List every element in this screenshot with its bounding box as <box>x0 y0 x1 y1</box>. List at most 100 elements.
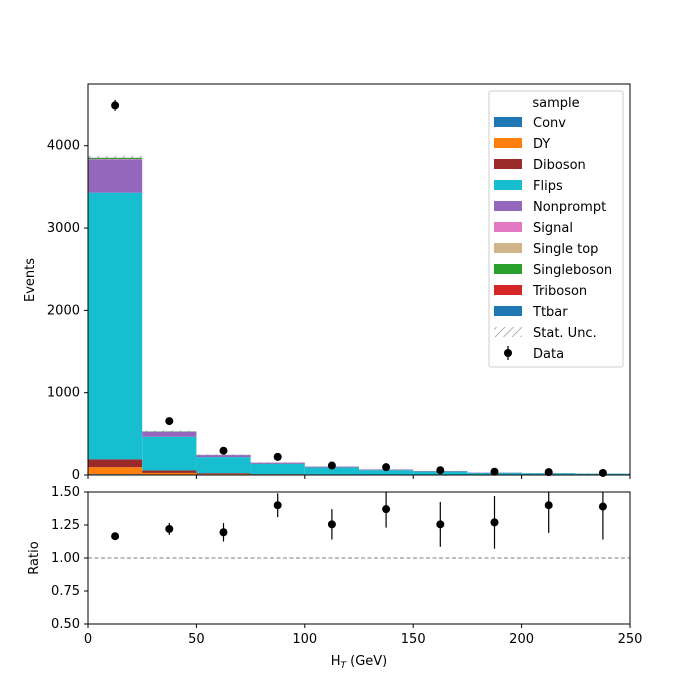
legend-label: Ttbar <box>532 305 568 320</box>
legend-swatch <box>494 285 522 295</box>
y-tick-label: 4000 <box>47 139 80 154</box>
bar-segment <box>142 436 197 471</box>
x-tick-label: 50 <box>188 632 205 647</box>
ratio-point <box>273 501 282 510</box>
legend-entry: Ttbar <box>494 305 568 320</box>
legend-swatch <box>494 138 522 148</box>
bar-segment <box>142 470 197 473</box>
x-tick-label: 250 <box>618 632 643 647</box>
ratio-y-tick-label: 1.00 <box>51 551 80 566</box>
ratio-y-ticks: 0.50 0.75 1.00 1.25 1.50 <box>51 485 88 632</box>
legend-label: DY <box>533 137 550 152</box>
main-plot: 0 1000 2000 3000 4000 Events <box>23 83 631 483</box>
legend-swatch <box>494 264 522 274</box>
data-points <box>111 99 607 477</box>
bar-segment <box>196 473 251 475</box>
data-point <box>111 101 120 110</box>
ratio-point <box>165 524 174 533</box>
bar-segment <box>196 457 251 474</box>
legend-entry: DY <box>494 137 550 152</box>
ratio-point <box>327 520 336 529</box>
data-point <box>382 463 391 472</box>
legend-label: Nonprompt <box>533 200 606 215</box>
legend-entry: Nonprompt <box>494 200 606 215</box>
legend-swatch <box>494 306 522 316</box>
stat-unc-bin <box>250 462 305 464</box>
stat-unc-bin <box>196 454 251 456</box>
legend-swatch <box>494 222 522 232</box>
data-point <box>544 468 553 477</box>
bar-segment <box>142 472 197 475</box>
main-x-ticks <box>87 475 631 479</box>
legend-swatch <box>494 201 522 211</box>
bar-segment <box>250 463 305 475</box>
legend-swatch <box>494 243 522 253</box>
bar-segment <box>359 470 414 475</box>
y-tick-label: 1000 <box>47 386 80 401</box>
y-axis-label: Events <box>23 258 38 302</box>
legend-label: Single top <box>533 242 598 257</box>
x-tick-label: 100 <box>292 632 317 647</box>
legend-entry: Single top <box>494 242 598 257</box>
legend-entry: Data <box>504 346 564 362</box>
ratio-point <box>219 528 228 537</box>
bar-segment <box>142 431 197 437</box>
ratio-point <box>490 518 499 527</box>
stat-unc-bin <box>88 155 143 160</box>
x-tick-label: 0 <box>84 632 92 647</box>
y-tick-label: 2000 <box>47 303 80 318</box>
ratio-point <box>382 505 391 514</box>
legend-swatch-hatch <box>494 327 522 337</box>
x-axis-label-main: H <box>331 654 341 669</box>
ratio-plot: 0.50 0.75 1.00 1.25 1.50 0 50 100 150 200 250 Rat… <box>27 485 643 671</box>
legend-entry: Conv <box>494 116 566 131</box>
x-axis-label-unit: (GeV) <box>346 654 387 669</box>
legend-frame <box>488 90 624 368</box>
stat-unc-bin <box>142 430 197 433</box>
bar-segment <box>88 192 143 460</box>
x-tick-label: 200 <box>509 632 534 647</box>
legend-label: Data <box>533 347 564 362</box>
bar-segment <box>88 467 143 475</box>
legend-entry: Stat. Unc. <box>494 326 597 341</box>
ratio-point <box>598 502 607 511</box>
legend-swatch <box>494 117 522 127</box>
main-axes-frame <box>87 83 631 476</box>
legend-label: Diboson <box>533 158 586 173</box>
ratio-point <box>544 501 553 510</box>
legend-title: sample <box>532 96 579 111</box>
ratio-point <box>111 532 120 541</box>
legend: sample Conv DY Diboson Flips Nonprompt Signal… <box>488 90 624 368</box>
series-flips <box>88 192 630 475</box>
data-point <box>219 446 228 455</box>
legend-entry: Diboson <box>494 158 586 173</box>
legend-label: Signal <box>533 221 573 236</box>
legend-swatch <box>494 159 522 169</box>
legend-label: Conv <box>533 116 566 131</box>
ratio-y-axis-label: Ratio <box>27 541 42 574</box>
y-tick-label: 3000 <box>47 221 80 236</box>
legend-label: Triboson <box>532 284 587 299</box>
main-y-ticks: 0 1000 2000 3000 4000 <box>47 139 88 483</box>
ratio-x-ticks: 0 50 100 150 200 250 <box>84 624 643 647</box>
legend-entry: Signal <box>494 221 573 236</box>
data-point <box>165 417 174 426</box>
legend-label: Stat. Unc. <box>533 326 597 341</box>
x-tick-label: 150 <box>401 632 426 647</box>
ratio-y-tick-label: 1.25 <box>51 518 80 533</box>
ratio-points <box>111 492 607 549</box>
ratio-y-tick-label: 1.50 <box>51 485 80 500</box>
data-point <box>273 452 282 461</box>
y-tick-label: 0 <box>72 468 80 483</box>
data-point <box>490 467 499 476</box>
data-point <box>327 461 336 470</box>
ratio-y-tick-label: 0.75 <box>51 584 80 599</box>
legend-entry: Flips <box>494 179 563 194</box>
bar-segment <box>88 159 143 193</box>
bar-segment <box>88 459 143 468</box>
ratio-y-tick-label: 0.50 <box>51 617 80 632</box>
data-point <box>598 468 607 477</box>
data-point <box>436 466 445 475</box>
legend-label: Flips <box>533 179 563 194</box>
